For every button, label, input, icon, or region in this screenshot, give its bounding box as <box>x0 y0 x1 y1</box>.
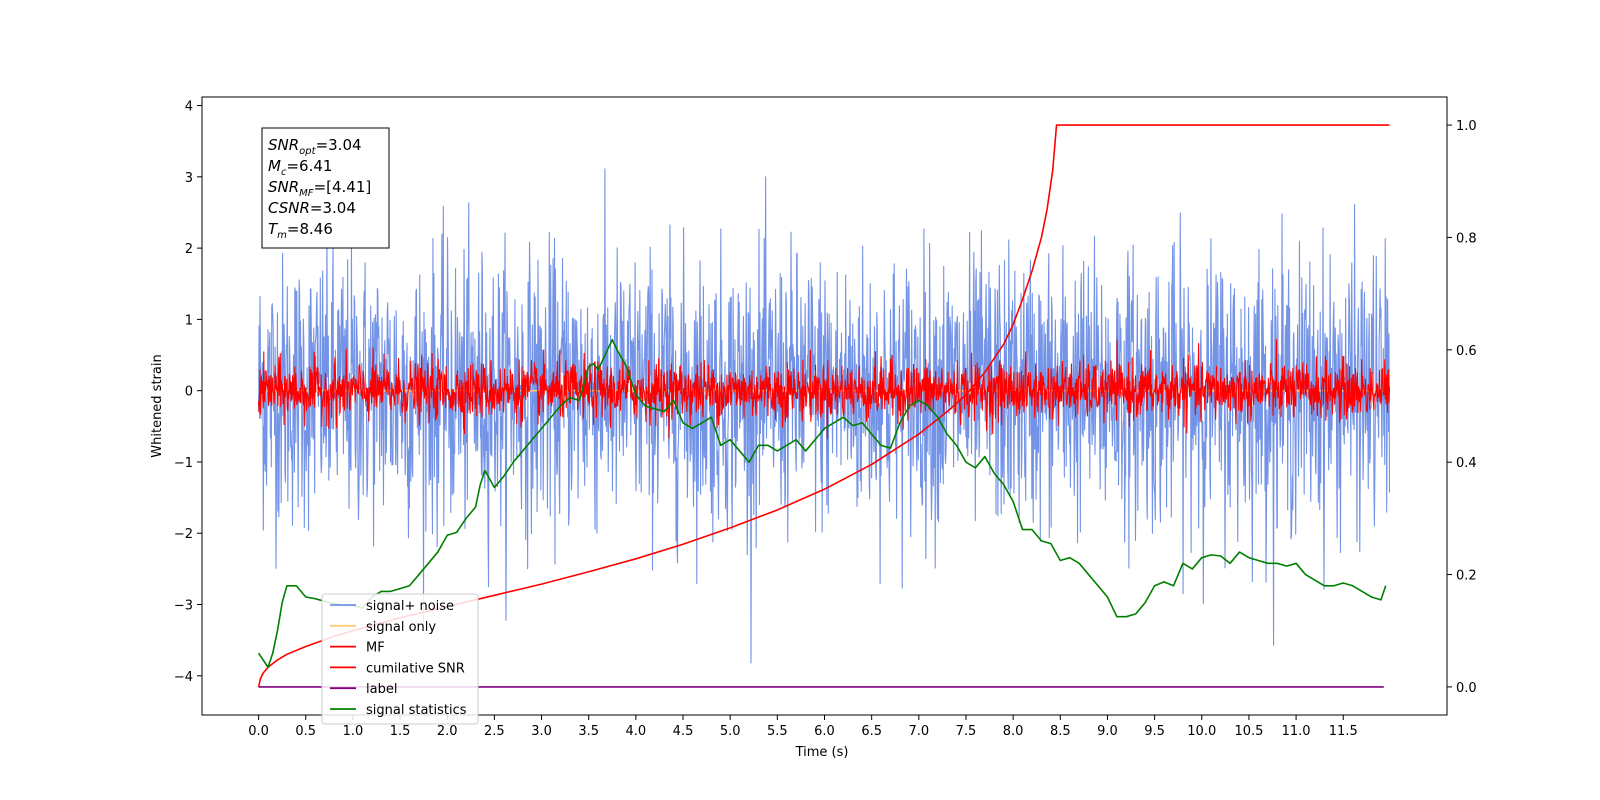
x-tick-label: 2.0 <box>437 724 458 739</box>
x-tick-label: 1.5 <box>390 724 411 739</box>
y-tick-label-right: 0.6 <box>1456 344 1477 359</box>
y-tick-label-left: −1 <box>174 456 193 471</box>
annotation-snr-opt: SNRopt=3.04 <box>268 136 362 157</box>
x-tick-label: 4.5 <box>673 724 694 739</box>
x-tick-label: 11.5 <box>1329 724 1358 739</box>
annotation-mc: Mc=6.41 <box>268 157 332 178</box>
legend-label: MF <box>366 641 385 656</box>
x-tick-label: 6.0 <box>814 724 835 739</box>
annotation-snr-mf: SNRMF=[4.41] <box>268 178 371 199</box>
legend-label: signal only <box>366 620 436 635</box>
y-tick-label-left: −2 <box>174 527 193 542</box>
annotation-box: SNRopt=3.04 Mc=6.41 SNRMF=[4.41] CSNR=3.… <box>261 127 390 249</box>
legend: signal+ noise signal only MF cumilative SNR… <box>321 593 479 725</box>
y-tick-label-right: 0.0 <box>1456 681 1477 696</box>
x-tick-label: 3.0 <box>531 724 552 739</box>
series-line-0 <box>258 168 1391 664</box>
legend-label: signal statistics <box>366 703 467 718</box>
x-tick-label: 4.0 <box>626 724 647 739</box>
x-tick-label: 5.5 <box>767 724 788 739</box>
x-tick-label: 2.5 <box>484 724 505 739</box>
x-tick-label: 7.5 <box>956 724 977 739</box>
x-tick-label: 5.0 <box>720 724 741 739</box>
legend-label: label <box>366 682 397 697</box>
x-tick-label: 9.0 <box>1097 724 1118 739</box>
y-axis-right: 1.0 0.8 0.6 0.4 0.2 0.0 <box>1447 119 1477 696</box>
y-tick-label-left: 0 <box>185 385 193 400</box>
x-tick-label: 0.0 <box>248 724 269 739</box>
x-tick-label: 11.0 <box>1282 724 1311 739</box>
x-axis: 0.0 0.5 1.0 1.5 2.0 2.5 3.0 3.5 4.0 4.5 5.0 5.5 6.0 6… <box>248 715 1358 739</box>
y-tick-label-left: −3 <box>174 599 193 614</box>
legend-label: cumilative SNR <box>366 661 465 676</box>
series-line-5 <box>257 338 1387 669</box>
x-tick-label: 0.5 <box>295 724 316 739</box>
x-tick-label: 10.0 <box>1187 724 1216 739</box>
y-tick-label-left: 2 <box>185 242 193 257</box>
series-line-2 <box>258 339 1391 440</box>
y-axis-left: 4 3 2 1 0 −1 −2 −3 −4 <box>174 100 202 685</box>
x-tick-label: 6.5 <box>861 724 882 739</box>
y-tick-label-left: −4 <box>174 670 193 685</box>
y-tick-label-left: 4 <box>185 100 193 115</box>
annotation-csnr: CSNR=3.04 <box>268 199 356 217</box>
y-tick-label-right: 0.2 <box>1456 569 1477 584</box>
y-tick-label-left: 1 <box>185 313 193 328</box>
y-tick-label-right: 1.0 <box>1456 119 1477 134</box>
y-tick-label-left: 3 <box>185 171 193 186</box>
x-tick-label: 1.0 <box>343 724 364 739</box>
legend-label: signal+ noise <box>366 599 454 614</box>
x-tick-label: 3.5 <box>578 724 599 739</box>
x-axis-label: Time (s) <box>795 745 849 760</box>
y-tick-label-right: 0.8 <box>1456 231 1477 246</box>
x-tick-label: 8.0 <box>1003 724 1024 739</box>
y-tick-label-right: 0.4 <box>1456 456 1477 471</box>
annotation-tm: Tm=8.46 <box>268 220 333 241</box>
x-tick-label: 9.5 <box>1144 724 1165 739</box>
series-line-3 <box>257 124 1390 688</box>
x-tick-label: 7.0 <box>908 724 929 739</box>
y-axis-label: Whitened strain <box>150 354 165 457</box>
x-tick-label: 10.5 <box>1234 724 1263 739</box>
x-tick-label: 8.5 <box>1050 724 1071 739</box>
